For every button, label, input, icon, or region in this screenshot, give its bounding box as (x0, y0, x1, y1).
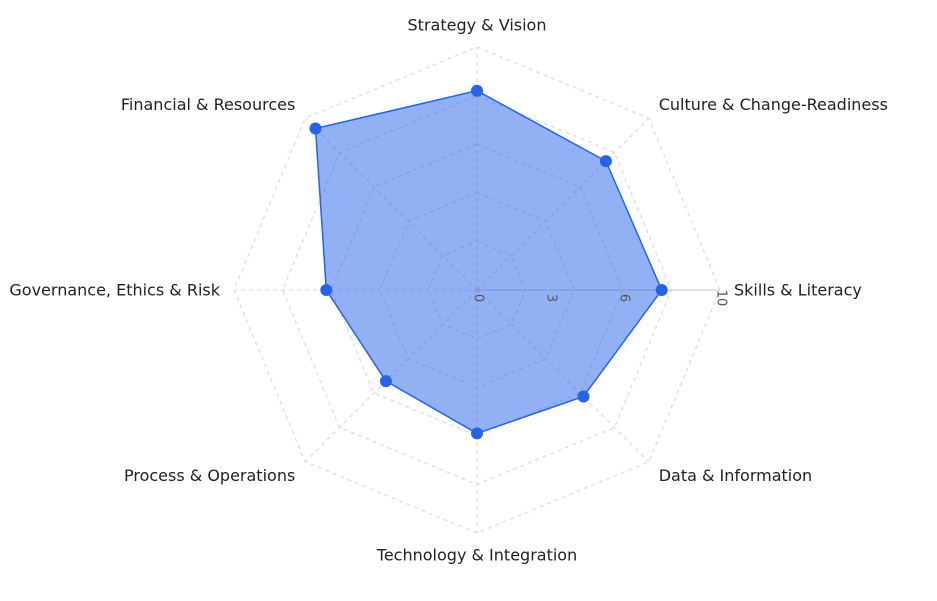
axis-labels: Strategy & Vision Culture & Change-Readin… (9, 16, 888, 565)
tick-label-2: 6 (616, 294, 631, 302)
data-point-7 (309, 122, 322, 135)
tick-label-3: 10 (714, 290, 729, 307)
axis-label-4: Technology & Integration (376, 546, 577, 565)
data-point-3 (577, 390, 590, 403)
axis-label-1: Culture & Change-Readiness (659, 95, 888, 114)
data-point-4 (471, 427, 483, 440)
axis-label-6: Governance, Ethics & Risk (9, 281, 220, 300)
data-point-0 (471, 84, 483, 97)
data-point-5 (379, 375, 392, 388)
data-point-2 (655, 284, 668, 296)
radar-series (309, 84, 668, 440)
series-area (314, 89, 663, 435)
axis-label-2: Skills & Literacy (734, 281, 862, 300)
data-point-1 (599, 155, 612, 168)
axis-label-5: Process & Operations (124, 466, 295, 485)
data-point-6 (320, 284, 333, 296)
tick-label-1: 3 (543, 294, 558, 302)
axis-label-3: Data & Information (659, 466, 812, 485)
radial-tick-labels: 0 3 6 10 (471, 290, 729, 307)
tick-label-0: 0 (471, 294, 486, 302)
axis-label-7: Financial & Resources (121, 95, 295, 114)
axis-label-0: Strategy & Vision (408, 16, 547, 35)
